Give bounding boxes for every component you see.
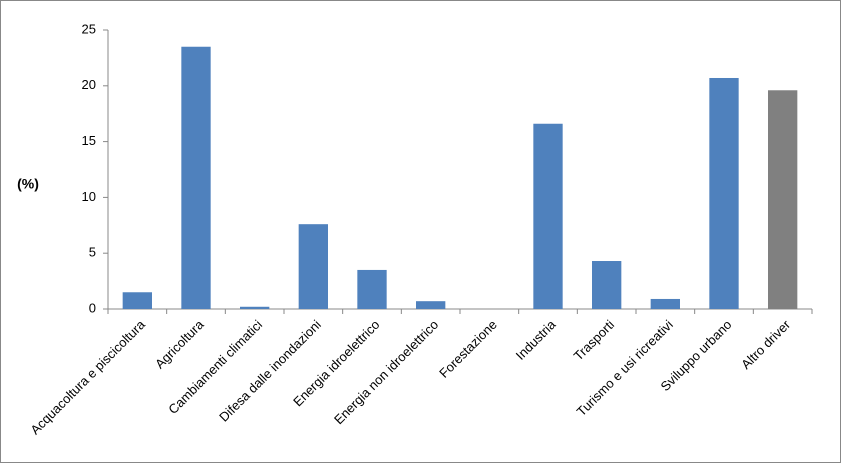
y-tick-label: 0 (89, 300, 96, 315)
y-tick-label: 20 (82, 77, 96, 92)
bar (533, 123, 563, 309)
bar (650, 298, 680, 309)
bar (181, 46, 211, 310)
y-tick-label: 10 (82, 189, 96, 204)
bar (592, 261, 622, 309)
y-tick-label: 5 (89, 245, 96, 260)
y-axis-label: (%) (17, 176, 39, 192)
bar (122, 292, 152, 309)
bar (240, 306, 270, 309)
y-tick-label: 25 (82, 21, 96, 36)
bar (416, 301, 446, 309)
bar (709, 77, 739, 309)
bar (357, 269, 387, 309)
bar (768, 90, 798, 309)
bar (298, 224, 328, 309)
y-tick-label: 15 (82, 133, 96, 148)
